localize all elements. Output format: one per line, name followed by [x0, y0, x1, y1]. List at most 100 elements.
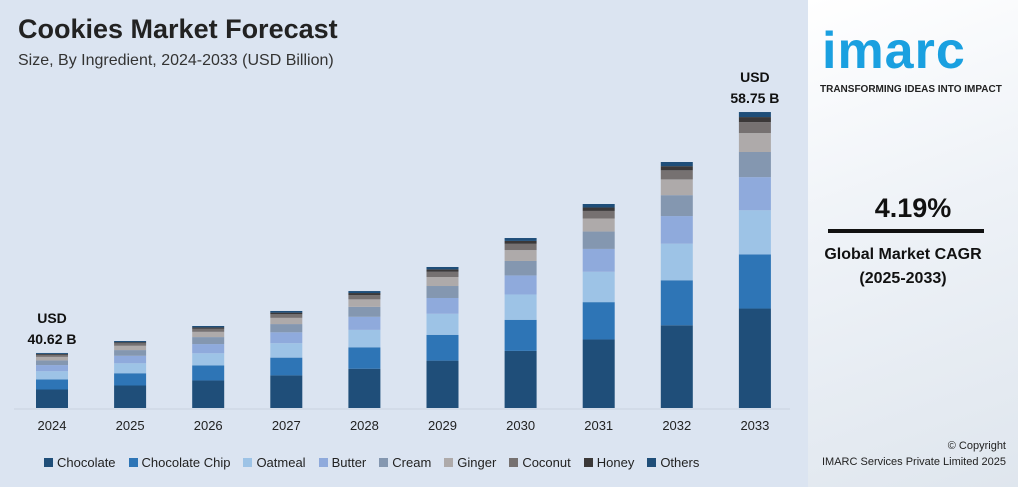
bar-segment-chocolate-chip-2030 [504, 319, 537, 351]
bar-segment-butter-2025 [114, 355, 147, 364]
x-tick-label-2031: 2031 [584, 418, 613, 433]
cagr-label-line1: Global Market CAGR [824, 246, 982, 263]
bar-segment-chocolate-2028 [348, 368, 381, 408]
bar-segment-chocolate-2025 [114, 385, 147, 408]
legend-swatch [647, 458, 657, 467]
bar-segment-coconut-2026 [192, 328, 225, 332]
legend-swatch [444, 458, 454, 467]
bar-segment-honey-2031 [582, 207, 615, 211]
chart-title: Cookies Market Forecast [18, 14, 338, 44]
copyright: © Copyright IMARC Services Private Limit… [822, 438, 1006, 470]
stacked-bar-chart: 2024 2025 2026 2027 2028 2029 2030 2031 2032 2033… [14, 69, 790, 433]
bar-segment-ginger-2030 [504, 250, 537, 261]
bar-segment-coconut-2033 [738, 122, 771, 134]
bar-segment-honey-2024 [36, 353, 68, 355]
cagr-label-line2: (2025-2033) [859, 270, 947, 287]
bar-segment-oatmeal-2031 [582, 271, 615, 303]
bar-segment-chocolate-2032 [660, 325, 693, 408]
bar-segment-honey-2030 [504, 240, 537, 244]
bar-segment-coconut-2030 [504, 243, 537, 251]
bar-segment-oatmeal-2027 [270, 343, 303, 358]
bar-segment-coconut-2032 [660, 170, 693, 180]
bar-segment-others-2024 [36, 352, 68, 354]
bar-segment-chocolate-chip-2029 [426, 334, 459, 361]
legend-label: Oatmeal [256, 455, 306, 470]
legend-swatch [243, 458, 253, 467]
x-tick-label-2030: 2030 [506, 418, 535, 433]
data-label-2033: 58.75 B [730, 90, 779, 106]
bar-segment-cream-2024 [36, 360, 68, 366]
bar-segment-ginger-2024 [36, 356, 68, 361]
bar-segment-butter-2024 [36, 365, 68, 372]
bar-segment-chocolate-2031 [582, 339, 615, 408]
bar-segment-oatmeal-2026 [192, 353, 225, 366]
bar-segment-oatmeal-2025 [114, 363, 147, 374]
legend-label: Others [660, 455, 700, 470]
bar-segment-others-2031 [582, 203, 615, 208]
legend-swatch [44, 458, 53, 467]
legend: Chocolate Chocolate Chip Oatmeal Butter Crea… [44, 455, 699, 470]
bar-segment-others-2030 [504, 238, 537, 241]
cagr-label: Global Market CAGR (2025-2033) [808, 243, 998, 291]
legend-item: Others [647, 455, 699, 470]
bar-segment-chocolate-2029 [426, 360, 459, 408]
legend-label: Honey [596, 455, 635, 470]
bar-segment-chocolate-chip-2025 [114, 373, 147, 386]
legend-item: Cream [379, 455, 431, 470]
chart-area: 2024 2025 2026 2027 2028 2029 2030 2031 2032 2033… [14, 14, 790, 470]
legend-label: Chocolate Chip [141, 455, 231, 470]
legend-label: Butter [331, 455, 367, 470]
bar-segment-chocolate-chip-2028 [348, 347, 381, 369]
bar-segment-honey-2026 [192, 327, 225, 329]
bar-segment-butter-2030 [504, 275, 537, 295]
bar-segment-chocolate-chip-2027 [270, 357, 303, 376]
bar-segment-others-2032 [660, 162, 693, 167]
legend-item: Butter [318, 455, 367, 470]
info-panel: imarc TRANSFORMING IDEAS INTO IMPACT 4.1… [808, 0, 1018, 487]
bar-segment-cream-2028 [348, 306, 381, 317]
legend-item: Coconut [509, 455, 571, 470]
data-label-2024: 40.62 B [27, 331, 76, 347]
legend-label: Cream [392, 455, 432, 470]
data-label-2024: USD [37, 310, 67, 326]
legend-label: Chocolate [57, 455, 116, 470]
x-tick-label-2027: 2027 [272, 418, 301, 433]
bar-segment-cream-2025 [114, 350, 147, 356]
legend-label: Ginger [457, 455, 497, 470]
legend-label: Coconut [522, 455, 571, 470]
legend-item: Oatmeal [243, 455, 306, 470]
legend-item: Honey [583, 455, 635, 470]
bar-segment-chocolate-chip-2031 [582, 302, 615, 340]
chart-subtitle: Size, By Ingredient, 2024-2033 (USD Bill… [18, 52, 334, 69]
x-tick-label-2029: 2029 [428, 418, 457, 433]
bar-segment-ginger-2031 [582, 218, 615, 232]
bar-segment-butter-2027 [270, 332, 303, 344]
bar-segment-others-2029 [426, 266, 459, 270]
bar-segment-chocolate-chip-2026 [192, 365, 225, 381]
bar-segment-ginger-2028 [348, 299, 381, 307]
bar-segment-cream-2026 [192, 337, 225, 345]
x-tick-label-2032: 2032 [662, 418, 691, 433]
bar-segment-honey-2025 [114, 342, 147, 344]
bar-segment-coconut-2031 [582, 210, 615, 219]
bar-segment-coconut-2029 [426, 271, 459, 277]
bar-segment-coconut-2028 [348, 295, 381, 300]
bar-segment-chocolate-chip-2033 [738, 254, 771, 309]
bar-segment-butter-2028 [348, 316, 381, 330]
bar-segment-chocolate-2030 [504, 350, 537, 408]
bar-segment-others-2025 [114, 341, 147, 343]
x-tick-label-2025: 2025 [116, 418, 145, 433]
bar-segment-oatmeal-2029 [426, 313, 459, 335]
bar-segment-cream-2032 [660, 195, 693, 217]
legend-swatch [128, 458, 138, 467]
bar-segment-honey-2033 [738, 117, 771, 123]
bar-segment-others-2028 [348, 291, 381, 294]
bar-segment-coconut-2027 [270, 314, 303, 318]
bar-segment-honey-2029 [426, 269, 459, 272]
bar-segment-chocolate-chip-2032 [660, 280, 693, 326]
legend-swatch [509, 458, 519, 467]
x-tick-label-2024: 2024 [38, 418, 67, 433]
bar-segment-coconut-2025 [114, 343, 147, 346]
divider [828, 229, 984, 233]
bar-segment-others-2027 [270, 310, 303, 313]
